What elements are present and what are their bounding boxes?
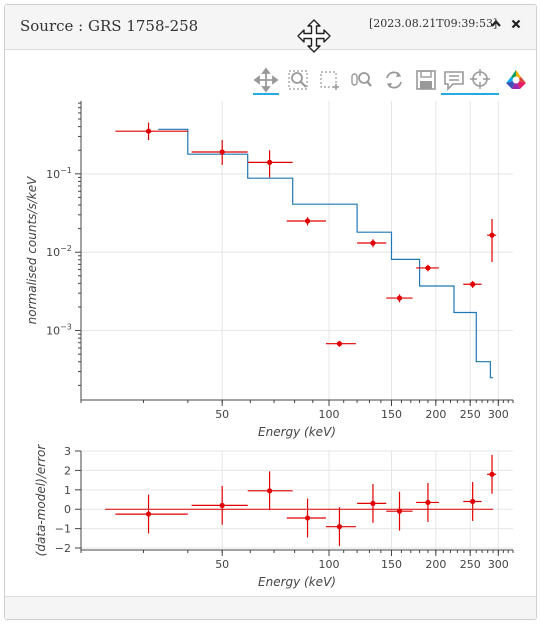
residual-marker <box>425 499 431 506</box>
pan-icon[interactable] <box>253 67 279 95</box>
spectrum-marker <box>370 240 376 246</box>
top-x-tick-label: 250 <box>460 408 481 421</box>
box-select-icon[interactable] <box>317 67 343 93</box>
residual-marker <box>304 515 311 521</box>
residual-marker <box>266 488 273 494</box>
save-icon[interactable] <box>413 67 439 93</box>
residual-marker <box>145 511 152 517</box>
crosshair-icon[interactable] <box>467 67 499 95</box>
panel-header: Source : GRS 1758-258 [2023.08.21T09:39:… <box>5 5 536 50</box>
spectrum-marker <box>396 295 403 301</box>
residual-marker <box>470 498 476 505</box>
residual-marker <box>489 471 495 477</box>
residual-marker <box>396 508 403 514</box>
spectrum-data-point <box>247 150 293 178</box>
top-x-tick-label: 200 <box>425 408 446 421</box>
residual-data-point <box>325 507 356 547</box>
spectrum-marker <box>266 159 273 165</box>
residual-x-tick-label: 250 <box>460 558 481 571</box>
spectrum-data-point <box>487 219 497 262</box>
spectrum-data-point <box>416 264 439 272</box>
bokeh-logo <box>506 70 526 89</box>
close-icon[interactable] <box>510 18 522 30</box>
plot-panel: Source : GRS 1758-258 [2023.08.21T09:39:… <box>4 4 537 620</box>
residual-marker <box>336 524 343 530</box>
spectrum-marker <box>219 149 225 155</box>
spectrum-marker <box>425 265 431 271</box>
residual-y-tick-label: 0 <box>64 503 71 516</box>
spectrum-data-point <box>463 280 482 288</box>
model-step-line <box>158 128 494 379</box>
hover-icon[interactable] <box>441 67 467 95</box>
residual-data-point <box>247 471 293 511</box>
top-y-tick-label: 10−1 <box>46 166 72 181</box>
residual-data-point <box>487 454 497 494</box>
spectrum-data-point <box>386 294 413 303</box>
spectrum-marker <box>489 232 495 238</box>
wheel-zoom-icon[interactable] <box>349 67 375 93</box>
top-y-axis-label: normalised counts/s/keV <box>25 176 39 324</box>
box-zoom-icon[interactable] <box>285 67 311 93</box>
top-x-axis-label: Energy (keV) <box>258 425 336 439</box>
residual-y-tick-label: 1 <box>64 484 71 497</box>
residual-y-tick-label: −2 <box>55 542 71 555</box>
residual-data-point <box>357 484 387 523</box>
residual-data-point <box>286 498 326 538</box>
spectrum-marker <box>145 128 152 134</box>
panel-title: Source : GRS 1758-258 <box>20 17 199 35</box>
panel-footer <box>5 596 536 619</box>
residual-marker <box>219 502 225 508</box>
spectrum-marker <box>336 341 343 347</box>
collapse-icon[interactable] <box>490 18 502 30</box>
residual-data-point <box>191 485 248 525</box>
residual-y-tick-label: 2 <box>64 464 71 477</box>
spectrum-data-point <box>286 217 326 226</box>
residual-marker <box>370 500 376 507</box>
residual-x-tick-label: 100 <box>319 558 340 571</box>
residual-x-tick-label: 300 <box>488 558 509 571</box>
residual-data-point <box>416 483 439 522</box>
top-x-tick-label: 50 <box>215 408 229 421</box>
top-y-tick-label: 10−3 <box>46 323 72 338</box>
panel-timestamp: [2023.08.21T09:39:53] <box>369 17 498 30</box>
spectrum-data-point <box>325 340 356 347</box>
residual-x-tick-label: 200 <box>425 558 446 571</box>
residual-x-tick-label: 50 <box>215 558 229 571</box>
residual-y-tick-label: −1 <box>55 523 71 536</box>
residual-data-point <box>386 491 413 531</box>
top-x-tick-label: 150 <box>381 408 402 421</box>
spectrum-data-point <box>191 140 248 165</box>
spectrum-marker <box>470 281 476 287</box>
residual-data-point <box>463 482 482 521</box>
residual-x-axis-label: Energy (keV) <box>258 575 336 589</box>
residual-y-tick-label: 3 <box>64 445 71 458</box>
spectrum-data-point <box>115 122 188 141</box>
top-x-tick-label: 100 <box>319 408 340 421</box>
reset-icon[interactable] <box>381 67 407 93</box>
residual-y-axis-label: (data-model)/error <box>34 444 48 557</box>
top-y-tick-label: 10−2 <box>46 244 72 259</box>
spectrum-data-point <box>357 239 387 248</box>
residual-data-point <box>115 494 188 534</box>
move-handle-icon[interactable] <box>297 19 331 53</box>
top-x-tick-label: 300 <box>488 408 509 421</box>
spectrum-marker <box>304 218 311 224</box>
residual-x-tick-label: 150 <box>381 558 402 571</box>
